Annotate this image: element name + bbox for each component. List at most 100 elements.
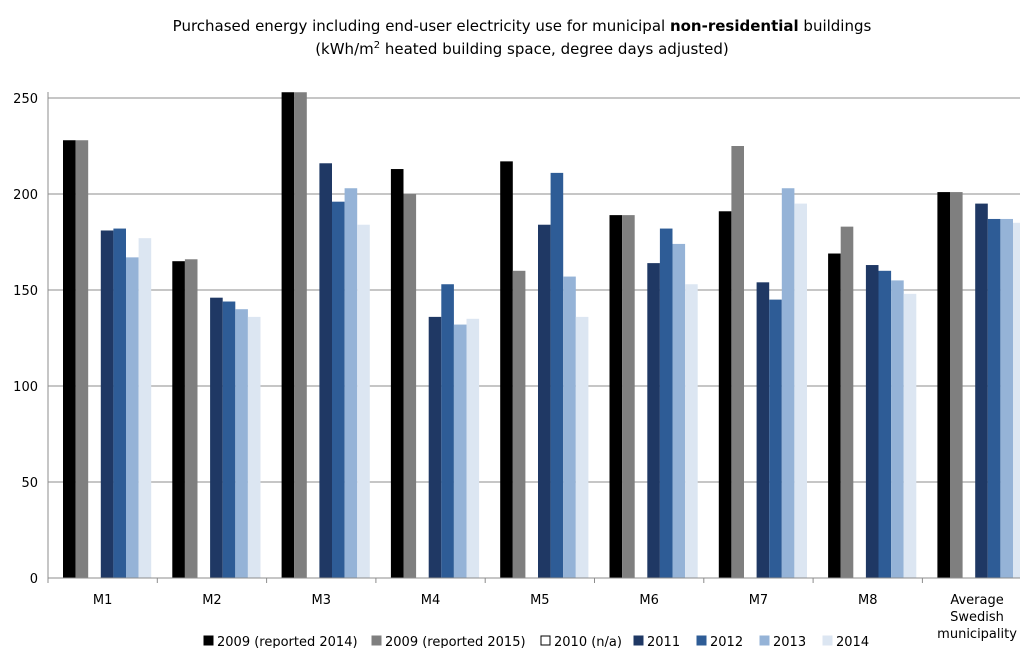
bar-2009-reported-2015-2 xyxy=(294,92,307,579)
legend-key xyxy=(633,635,644,646)
bar-2009-reported-2015-0 xyxy=(75,140,89,579)
x-category-label: M1 xyxy=(93,593,113,608)
legend-key xyxy=(203,635,214,646)
x-category-label: M5 xyxy=(530,593,550,608)
bar-2012-1 xyxy=(222,301,236,578)
title-line2-part1: (kWh/m xyxy=(315,40,374,58)
bar-2009-reported-2015-7 xyxy=(840,226,854,578)
bar-2012-2 xyxy=(332,201,345,578)
x-category-label: M7 xyxy=(749,593,769,608)
y-tick-label: 250 xyxy=(13,92,38,107)
legend-key xyxy=(696,635,707,646)
x-category-label: M8 xyxy=(858,593,878,608)
bar-2012-4 xyxy=(550,172,564,578)
bars xyxy=(63,92,1020,579)
gridlines xyxy=(48,97,1020,483)
title-line1-part1: Purchased energy including end-user elec… xyxy=(173,17,670,35)
bar-2013-3 xyxy=(453,324,467,578)
x-category-label: municipality xyxy=(937,627,1017,642)
bar-2013-8 xyxy=(1000,218,1013,578)
title-line1-part3: buildings xyxy=(799,17,872,35)
bar-2013-7 xyxy=(891,280,904,578)
bar-2014-4 xyxy=(575,316,589,578)
bar-2011-5 xyxy=(647,263,660,578)
legend-label: 2013 xyxy=(773,635,806,648)
legend-label: 2014 xyxy=(836,635,869,648)
legend-key xyxy=(759,635,770,646)
bar-2014-3 xyxy=(466,318,480,578)
y-tick-label: 200 xyxy=(13,188,38,203)
title-line2-part3: heated building space, degree days adjus… xyxy=(380,40,729,58)
legend-key xyxy=(822,635,833,646)
bar-2009-reported-2014-8 xyxy=(937,192,950,578)
legend-label: 2011 xyxy=(647,635,680,648)
y-tick-label: 150 xyxy=(13,284,38,299)
bar-2014-6 xyxy=(794,203,807,578)
legend-label: 2010 (n/a) xyxy=(554,635,622,648)
bar-2009-reported-2014-1 xyxy=(172,261,185,578)
legend-label: 2009 (reported 2015) xyxy=(385,635,526,648)
chart-title-line2: (kWh/m2 heated building space, degree da… xyxy=(315,40,729,58)
bar-2009-reported-2014-6 xyxy=(718,211,732,578)
x-category-label: Average xyxy=(950,593,1003,608)
bar-2011-0 xyxy=(100,230,114,579)
bar-2009-reported-2014-7 xyxy=(828,253,841,578)
chart-title-line1: Purchased energy including end-user elec… xyxy=(173,17,872,35)
x-category-label: M6 xyxy=(639,593,659,608)
bar-2009-reported-2014-4 xyxy=(500,161,513,579)
bar-2012-8 xyxy=(987,218,1001,578)
bar-2009-reported-2014-3 xyxy=(390,169,404,579)
bar-2013-4 xyxy=(563,276,576,578)
bar-2013-1 xyxy=(235,309,248,578)
bar-2009-reported-2014-0 xyxy=(63,140,76,579)
bar-2009-reported-2015-4 xyxy=(512,270,526,578)
bar-2011-6 xyxy=(756,282,770,578)
bar-2009-reported-2015-1 xyxy=(184,259,198,578)
bar-2009-reported-2014-2 xyxy=(281,92,295,579)
bar-2014-7 xyxy=(903,293,917,578)
title-line2-sup: 2 xyxy=(374,40,380,51)
y-tick-label: 50 xyxy=(21,476,38,491)
bar-2012-7 xyxy=(878,270,892,578)
chart-title: Purchased energy including end-user elec… xyxy=(173,17,872,58)
bar-2011-7 xyxy=(865,265,879,578)
bar-2011-4 xyxy=(538,224,551,578)
bar-2009-reported-2014-5 xyxy=(609,215,623,578)
legend-key xyxy=(371,635,382,646)
x-category-label: M3 xyxy=(312,593,332,608)
bar-2013-2 xyxy=(344,188,358,579)
bar-2014-0 xyxy=(138,238,152,578)
bar-2012-5 xyxy=(659,228,673,578)
x-category-label: M4 xyxy=(421,593,441,608)
bar-2011-2 xyxy=(319,163,332,578)
y-tick-label: 0 xyxy=(30,572,38,587)
bar-2014-1 xyxy=(247,316,261,578)
bar-2009-reported-2015-6 xyxy=(731,146,744,578)
bar-2009-reported-2015-5 xyxy=(622,215,635,578)
x-category-label: M2 xyxy=(202,593,222,608)
bar-2014-2 xyxy=(357,224,370,578)
x-axis: M1 M2 M3 M4 M5 M6 M7 M8 Average Swedish municipali… xyxy=(47,577,1020,642)
bar-2013-6 xyxy=(781,188,795,579)
bar-2009-reported-2015-3 xyxy=(403,194,417,578)
bar-2012-0 xyxy=(113,228,126,578)
bar-2011-1 xyxy=(210,297,223,578)
title-line1-bold: non-residential xyxy=(670,17,799,35)
bar-2013-5 xyxy=(672,243,686,579)
bar-2011-3 xyxy=(428,316,442,578)
bar-2009-reported-2015-8 xyxy=(950,192,963,578)
bar-2012-3 xyxy=(441,284,454,578)
bar-2013-0 xyxy=(126,257,139,578)
bar-2012-6 xyxy=(769,299,782,578)
x-category-label: Swedish xyxy=(950,610,1004,625)
legend-label: 2012 xyxy=(710,635,743,648)
legend-key xyxy=(540,635,551,646)
bar-2014-5 xyxy=(685,284,698,578)
legend-label: 2009 (reported 2014) xyxy=(217,635,358,648)
bar-2014-8 xyxy=(1013,222,1020,579)
y-axis: 0 50 100 150 200 250 xyxy=(13,92,49,587)
legend: 2009 (reported 2014) 2009 (reported 2015)… xyxy=(203,635,869,648)
bar-2011-8 xyxy=(975,203,988,578)
y-tick-label: 100 xyxy=(13,380,38,395)
